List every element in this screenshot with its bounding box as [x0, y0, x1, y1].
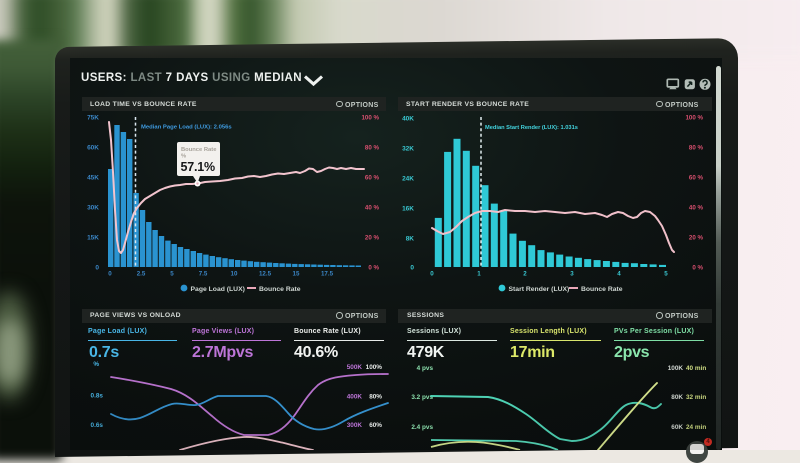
- svg-text:57.1%: 57.1%: [181, 160, 216, 174]
- svg-text:10: 10: [231, 271, 238, 278]
- svg-text:Median Page Load (LUX): 2.056s: Median Page Load (LUX): 2.056s: [141, 125, 232, 131]
- svg-text:75K: 75K: [87, 114, 99, 121]
- svg-text:7.5: 7.5: [199, 271, 208, 278]
- svg-text:8K: 8K: [406, 235, 415, 242]
- svg-text:40 %: 40 %: [689, 204, 704, 211]
- svg-text:16K: 16K: [402, 205, 414, 212]
- svg-text:80%: 80%: [369, 394, 382, 401]
- svg-text:2: 2: [523, 271, 527, 278]
- svg-text:40K: 40K: [402, 115, 414, 122]
- svg-text:24 min: 24 min: [686, 424, 706, 431]
- svg-text:0 %: 0 %: [368, 264, 379, 271]
- svg-text:80 %: 80 %: [689, 144, 704, 151]
- svg-text:Bounce Rate: Bounce Rate: [259, 286, 301, 293]
- svg-text:60%: 60%: [369, 422, 382, 429]
- svg-text:20 %: 20 %: [689, 234, 704, 241]
- svg-text:3.2 pvs: 3.2 pvs: [411, 394, 433, 401]
- svg-text:0: 0: [430, 271, 434, 278]
- svg-text:%: %: [181, 154, 186, 160]
- svg-text:1: 1: [477, 271, 481, 278]
- svg-text:80 %: 80 %: [365, 144, 380, 151]
- svg-text:Page Load (LUX): Page Load (LUX): [191, 286, 245, 293]
- svg-text:60K: 60K: [87, 144, 99, 151]
- svg-text:100%: 100%: [366, 364, 383, 371]
- svg-text:Bounce Rate: Bounce Rate: [581, 286, 623, 293]
- svg-text:32 min: 32 min: [686, 394, 706, 401]
- svg-text:3: 3: [570, 271, 574, 278]
- svg-text:4 pvs: 4 pvs: [417, 365, 434, 372]
- svg-text:80K: 80K: [671, 394, 683, 401]
- svg-text:0: 0: [95, 264, 99, 271]
- svg-text:20 %: 20 %: [365, 234, 380, 241]
- svg-text:24K: 24K: [402, 175, 414, 182]
- svg-text:15K: 15K: [87, 234, 99, 241]
- svg-text:100K: 100K: [668, 365, 684, 372]
- svg-text:500K: 500K: [347, 364, 363, 371]
- svg-text:60K: 60K: [671, 424, 683, 431]
- svg-text:2.4 pvs: 2.4 pvs: [411, 424, 433, 431]
- svg-text:40 min: 40 min: [686, 365, 706, 372]
- svg-text:45K: 45K: [87, 174, 99, 181]
- svg-text:2.5: 2.5: [137, 271, 146, 278]
- svg-text:5: 5: [170, 271, 174, 278]
- svg-text:Start Render (LUX): Start Render (LUX): [509, 286, 570, 293]
- svg-text:40 %: 40 %: [365, 204, 380, 211]
- svg-text:0: 0: [410, 264, 414, 271]
- svg-text:0.6s: 0.6s: [91, 422, 104, 429]
- svg-text:5: 5: [664, 271, 668, 278]
- svg-text:100 %: 100 %: [685, 114, 703, 121]
- svg-text:32K: 32K: [402, 145, 414, 152]
- svg-text:Median Start Render (LUX): 1.0: Median Start Render (LUX): 1.031s: [485, 125, 578, 131]
- svg-text:60 %: 60 %: [689, 174, 704, 181]
- svg-text:300K: 300K: [347, 422, 363, 429]
- svg-text:Bounce Rate: Bounce Rate: [181, 147, 217, 153]
- svg-text:%: %: [93, 361, 99, 368]
- svg-text:100 %: 100 %: [361, 114, 379, 121]
- svg-text:12.5: 12.5: [259, 271, 272, 278]
- svg-text:4: 4: [617, 271, 621, 278]
- svg-text:15: 15: [293, 271, 300, 278]
- svg-text:0: 0: [108, 271, 112, 278]
- svg-text:400K: 400K: [347, 394, 363, 401]
- svg-text:0 %: 0 %: [692, 264, 703, 271]
- svg-text:60 %: 60 %: [365, 174, 380, 181]
- svg-text:30K: 30K: [87, 204, 99, 211]
- svg-text:0.8s: 0.8s: [91, 393, 104, 400]
- svg-text:17.5: 17.5: [321, 271, 334, 278]
